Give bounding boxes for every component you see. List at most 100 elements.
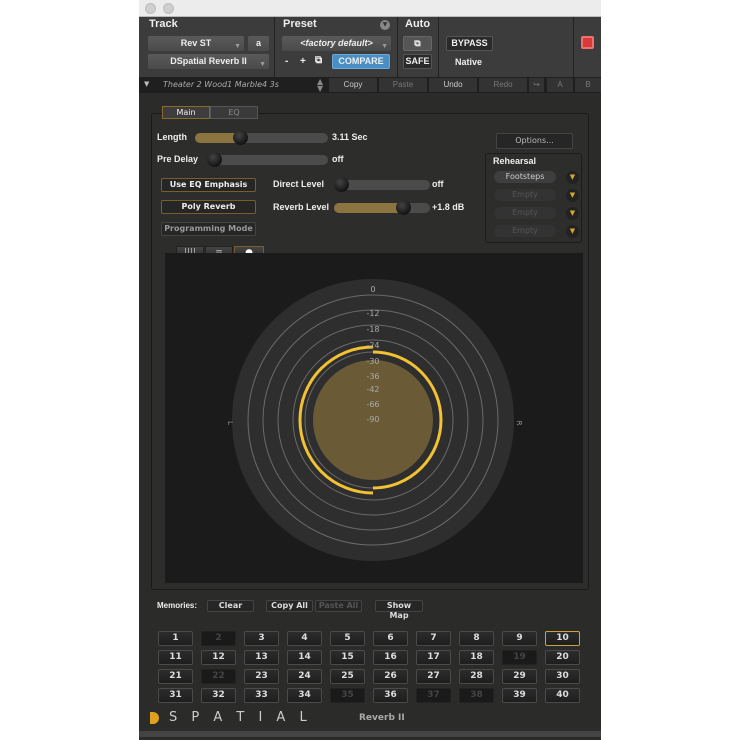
power-icon[interactable] bbox=[581, 36, 594, 49]
compare-button[interactable]: COMPARE bbox=[332, 54, 390, 69]
minimize-window-button[interactable] bbox=[163, 3, 174, 14]
reverb-level-slider[interactable] bbox=[334, 200, 430, 215]
memory-slot-11[interactable]: 11 bbox=[158, 650, 193, 665]
direct-level-slider-thumb[interactable] bbox=[334, 177, 349, 192]
rehearsal-slot-2[interactable]: Empty bbox=[494, 189, 556, 201]
memory-slot-40[interactable]: 40 bbox=[545, 688, 580, 703]
memory-slot-19[interactable]: 19 bbox=[502, 650, 537, 665]
copy-settings-icon[interactable]: ⧉ bbox=[315, 55, 323, 66]
safe-button[interactable]: SAFE bbox=[403, 54, 432, 69]
memory-slot-1[interactable]: 1 bbox=[158, 631, 193, 646]
redo-button[interactable]: Redo bbox=[479, 78, 527, 92]
track-selector[interactable]: Rev ST ▼ bbox=[148, 36, 244, 51]
memory-slot-34[interactable]: 34 bbox=[287, 688, 322, 703]
show-map-button[interactable]: Show Map bbox=[375, 600, 423, 620]
memory-slot-6[interactable]: 6 bbox=[373, 631, 408, 646]
automation-icon[interactable]: ⧉ bbox=[403, 36, 432, 51]
memory-slot-2[interactable]: 2 bbox=[201, 631, 236, 646]
preset-menu-icon[interactable]: ▼ bbox=[380, 20, 390, 30]
preset-path[interactable]: Theater 2 Wood1 Marble4 3s bbox=[163, 80, 279, 89]
rehearsal-menu-icon[interactable]: ▼ bbox=[566, 225, 579, 238]
memory-slot-21[interactable]: 21 bbox=[158, 669, 193, 684]
memory-slot-10[interactable]: 10 bbox=[545, 631, 580, 646]
preset-selector[interactable]: <factory default> ▼ bbox=[282, 36, 391, 51]
reverb-level-slider-thumb[interactable] bbox=[395, 200, 411, 215]
meter-tick-label: -42 bbox=[366, 385, 379, 394]
a-button[interactable]: A bbox=[547, 78, 573, 92]
memory-slot-3[interactable]: 3 bbox=[244, 631, 279, 646]
meter-tick-label: -24 bbox=[366, 341, 379, 350]
undo-button[interactable]: Undo bbox=[429, 78, 477, 92]
memory-slot-39[interactable]: 39 bbox=[502, 688, 537, 703]
length-slider[interactable] bbox=[195, 130, 328, 145]
memory-slot-33[interactable]: 33 bbox=[244, 688, 279, 703]
memory-slot-28[interactable]: 28 bbox=[459, 669, 494, 684]
close-window-button[interactable] bbox=[145, 3, 156, 14]
memory-slot-9[interactable]: 9 bbox=[502, 631, 537, 646]
plugin-header: Track Preset ▼ Auto Rev ST ▼ a DSpatial R… bbox=[139, 17, 601, 77]
plugin-selector[interactable]: DSpatial Reverb II ▼ bbox=[148, 54, 269, 69]
reverb-level-value: +1.8 dB bbox=[432, 202, 465, 212]
product-name: Reverb II bbox=[359, 713, 405, 723]
tab-eq[interactable]: EQ bbox=[210, 106, 258, 119]
track-channel: a bbox=[255, 38, 261, 48]
rehearsal-menu-icon[interactable]: ▼ bbox=[566, 171, 579, 184]
memory-slot-35[interactable]: 35 bbox=[330, 688, 365, 703]
preset-previous-button[interactable]: - bbox=[285, 56, 289, 67]
rehearsal-menu-icon[interactable]: ▼ bbox=[566, 189, 579, 202]
paste-button[interactable]: Paste bbox=[379, 78, 427, 92]
paste-all-button[interactable]: Paste All bbox=[315, 600, 362, 612]
rehearsal-slot-1[interactable]: Footsteps bbox=[494, 171, 556, 183]
memory-slot-17[interactable]: 17 bbox=[416, 650, 451, 665]
memory-slot-31[interactable]: 31 bbox=[158, 688, 193, 703]
rehearsal-panel: Rehearsal Footsteps ▼ Empty ▼ Empty ▼ Em… bbox=[485, 153, 582, 243]
memory-slot-14[interactable]: 14 bbox=[287, 650, 322, 665]
pre-delay-slider[interactable] bbox=[207, 152, 328, 167]
memory-slot-18[interactable]: 18 bbox=[459, 650, 494, 665]
options-button[interactable]: Options... bbox=[496, 133, 573, 149]
memory-slot-5[interactable]: 5 bbox=[330, 631, 365, 646]
memory-slot-8[interactable]: 8 bbox=[459, 631, 494, 646]
clear-memories-button[interactable]: Clear bbox=[207, 600, 254, 612]
preset-list-chevron-icon[interactable]: ▼ bbox=[144, 80, 150, 88]
preset-stepper-icon[interactable]: ▲ ▼ bbox=[317, 77, 324, 93]
memory-slot-16[interactable]: 16 bbox=[373, 650, 408, 665]
use-eq-emphasis-button[interactable]: Use EQ Emphasis bbox=[161, 178, 256, 192]
b-button[interactable]: B bbox=[575, 78, 601, 92]
copy-all-button[interactable]: Copy All bbox=[266, 600, 313, 612]
copy-button[interactable]: Copy bbox=[329, 78, 377, 92]
memory-slot-32[interactable]: 32 bbox=[201, 688, 236, 703]
poly-reverb-button[interactable]: Poly Reverb bbox=[161, 200, 256, 214]
memory-slot-13[interactable]: 13 bbox=[244, 650, 279, 665]
memory-slot-37[interactable]: 37 bbox=[416, 688, 451, 703]
direct-level-slider[interactable] bbox=[334, 177, 430, 192]
memory-slot-23[interactable]: 23 bbox=[244, 669, 279, 684]
memory-slot-38[interactable]: 38 bbox=[459, 688, 494, 703]
memory-slot-22[interactable]: 22 bbox=[201, 669, 236, 684]
length-slider-thumb[interactable] bbox=[233, 130, 249, 145]
memory-slot-20[interactable]: 20 bbox=[545, 650, 580, 665]
track-channel-selector[interactable]: a bbox=[248, 36, 269, 51]
rehearsal-title: Rehearsal bbox=[493, 156, 537, 166]
memory-slot-36[interactable]: 36 bbox=[373, 688, 408, 703]
memory-slot-26[interactable]: 26 bbox=[373, 669, 408, 684]
memory-slot-4[interactable]: 4 bbox=[287, 631, 322, 646]
preset-name: <factory default> bbox=[300, 38, 373, 48]
ab-swap-icon[interactable]: ↪ bbox=[529, 78, 544, 92]
rehearsal-menu-icon[interactable]: ▼ bbox=[566, 207, 579, 220]
pre-delay-slider-thumb[interactable] bbox=[207, 152, 222, 167]
preset-next-button[interactable]: + bbox=[300, 56, 306, 67]
memory-slot-7[interactable]: 7 bbox=[416, 631, 451, 646]
memory-slot-25[interactable]: 25 bbox=[330, 669, 365, 684]
tab-main[interactable]: Main bbox=[162, 106, 210, 119]
programming-mode-button[interactable]: Programming Mode bbox=[161, 222, 256, 236]
memory-slot-27[interactable]: 27 bbox=[416, 669, 451, 684]
memory-slot-30[interactable]: 30 bbox=[545, 669, 580, 684]
rehearsal-slot-4[interactable]: Empty bbox=[494, 225, 556, 237]
memory-slot-12[interactable]: 12 bbox=[201, 650, 236, 665]
bypass-button[interactable]: BYPASS bbox=[446, 36, 493, 51]
memory-slot-15[interactable]: 15 bbox=[330, 650, 365, 665]
rehearsal-slot-3[interactable]: Empty bbox=[494, 207, 556, 219]
memory-slot-29[interactable]: 29 bbox=[502, 669, 537, 684]
memory-slot-24[interactable]: 24 bbox=[287, 669, 322, 684]
